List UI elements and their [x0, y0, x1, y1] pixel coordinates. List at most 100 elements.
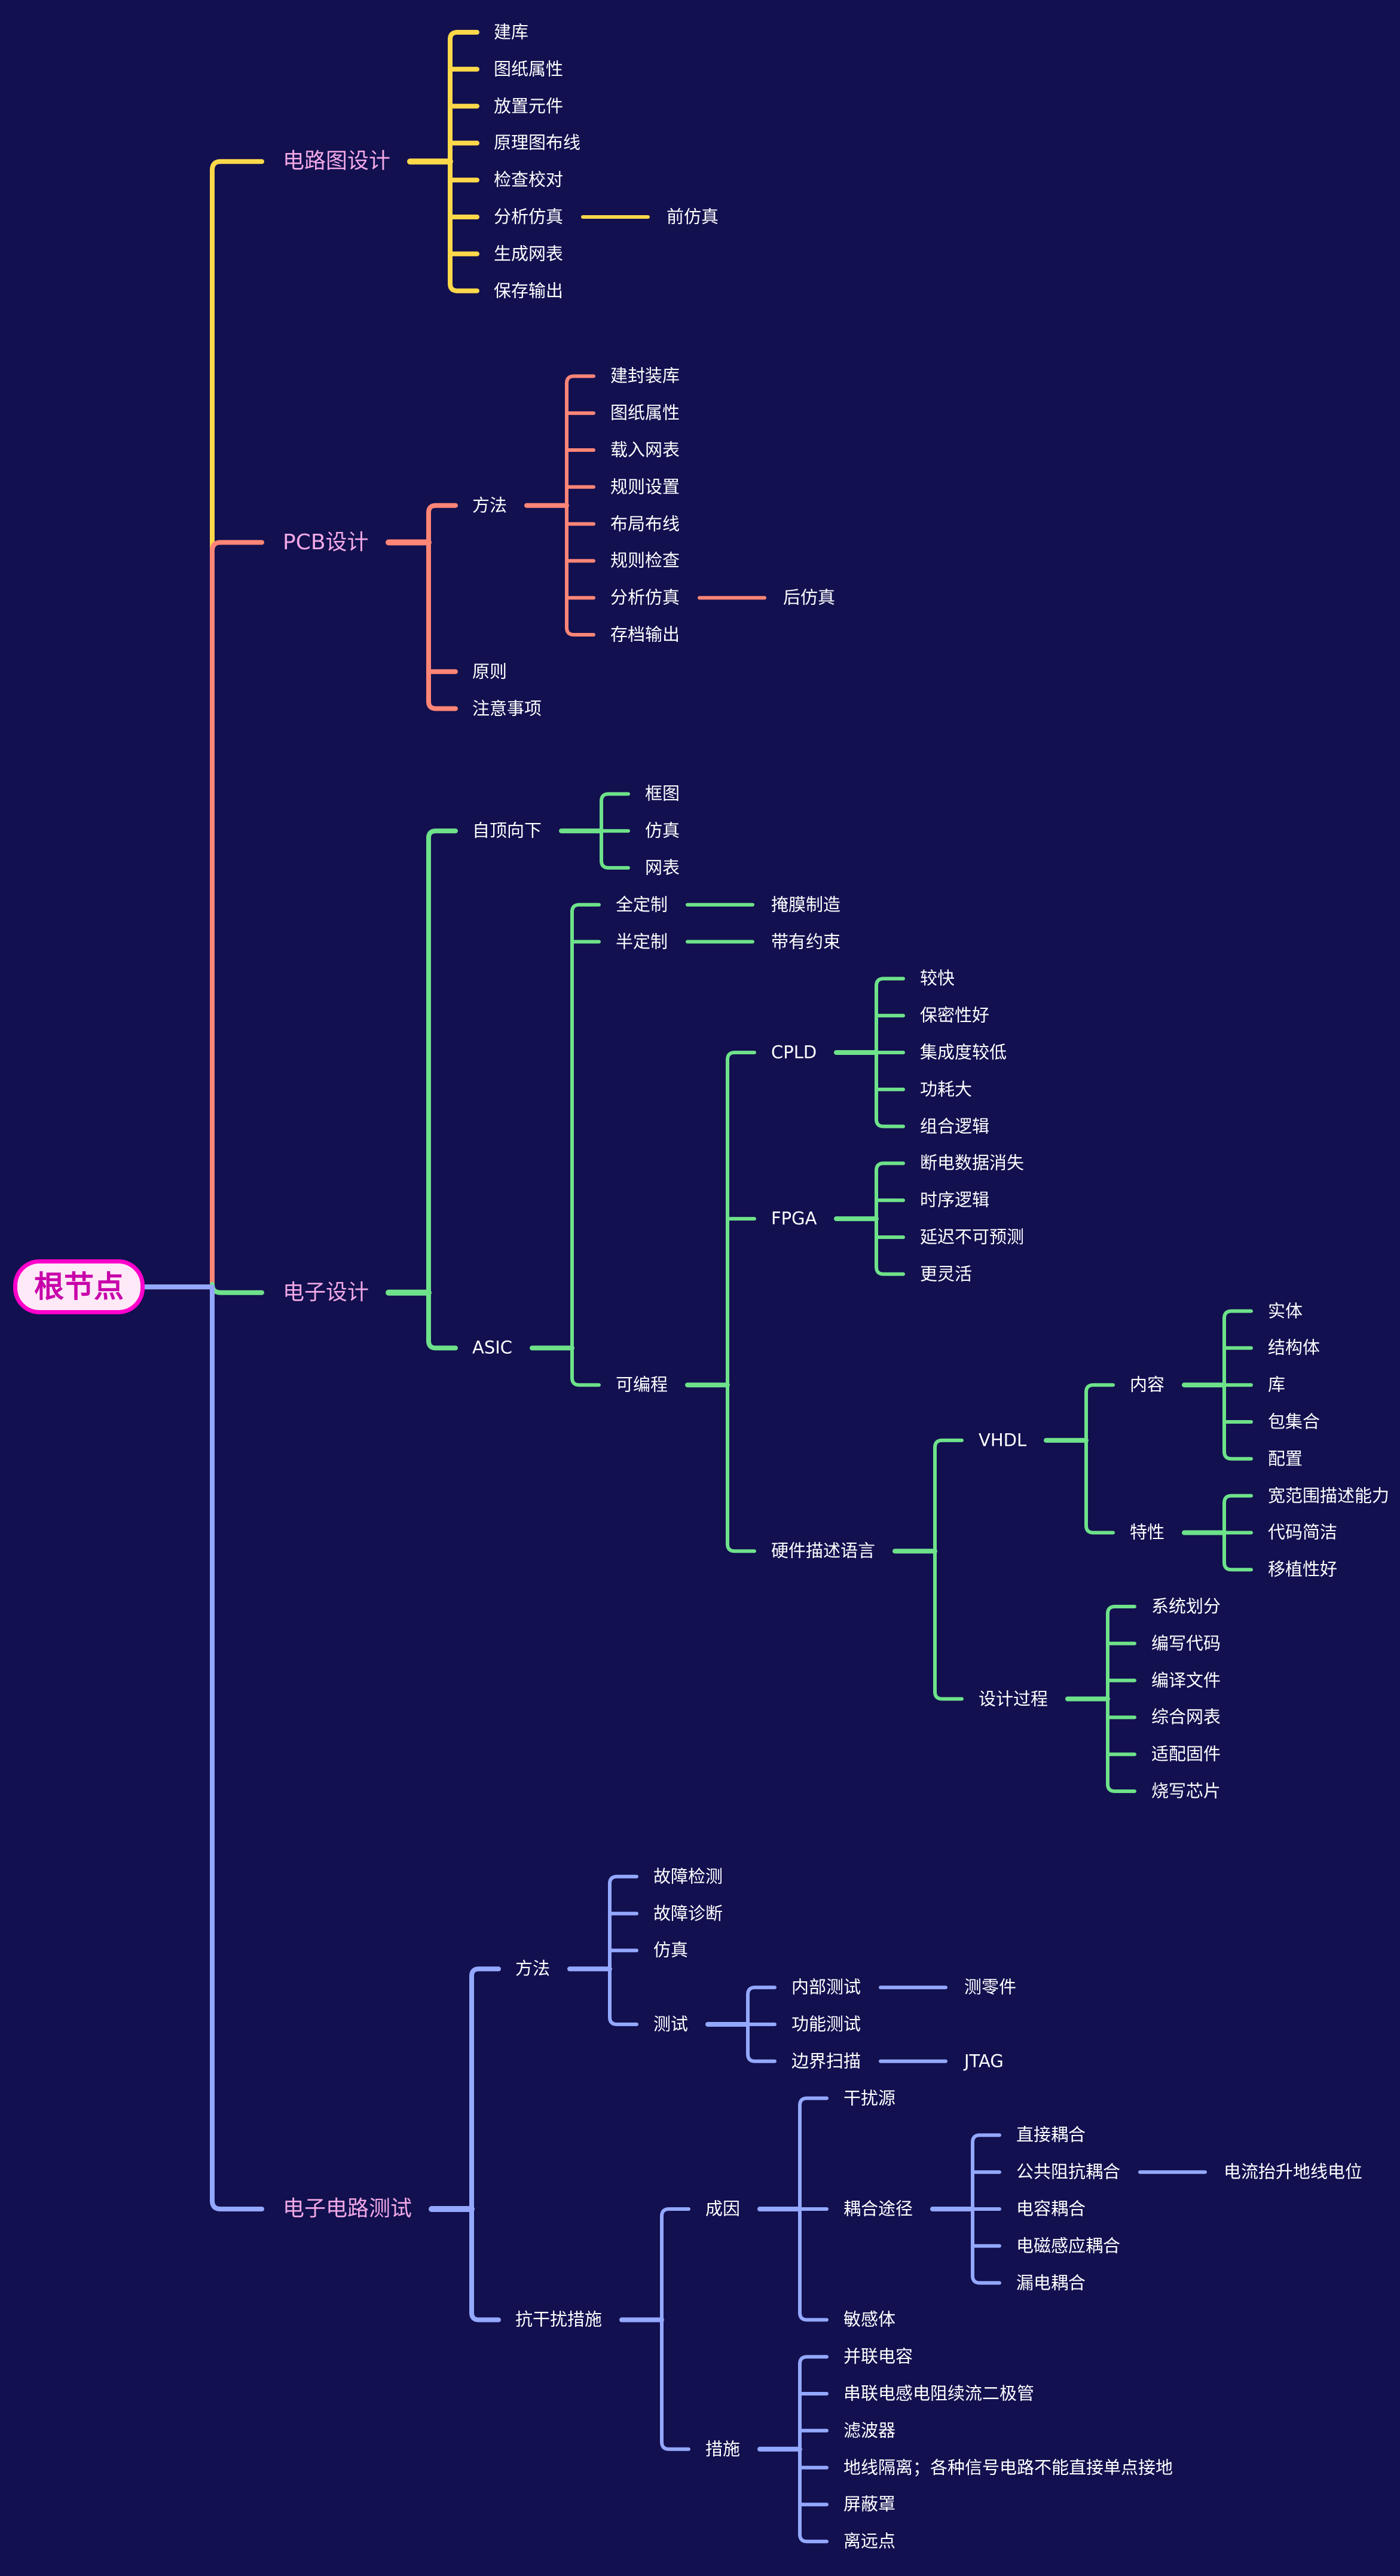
leaf-node[interactable]: 结构体: [1268, 1337, 1320, 1358]
leaf-node[interactable]: 功能测试: [791, 2014, 861, 2035]
leaf-node[interactable]: 布局布线: [610, 513, 680, 534]
leaf-node[interactable]: 串联电感电阻续流二极管: [843, 2383, 1035, 2404]
topic-node[interactable]: 设计过程: [979, 1688, 1049, 1709]
branch-node[interactable]: 电子设计: [283, 1280, 369, 1305]
topic-node[interactable]: 测试: [653, 2014, 689, 2035]
leaf-node[interactable]: 生成网表: [494, 243, 564, 264]
leaf-node[interactable]: 敏感体: [843, 2309, 896, 2330]
leaf-node[interactable]: 带有约束: [771, 931, 841, 952]
leaf-node[interactable]: 实体: [1268, 1301, 1303, 1321]
topic-node[interactable]: ASIC: [472, 1337, 513, 1358]
leaf-node[interactable]: 掩膜制造: [771, 894, 841, 915]
leaf-node[interactable]: 仿真: [653, 1939, 689, 1960]
leaf-node[interactable]: 更灵活: [920, 1263, 973, 1284]
leaf-node[interactable]: 放置元件: [494, 96, 564, 117]
topic-node[interactable]: 全定制: [616, 894, 668, 915]
leaf-node[interactable]: 规则检查: [610, 550, 680, 571]
topic-node[interactable]: 边界扫描: [791, 2051, 861, 2072]
leaf-node[interactable]: 包集合: [1268, 1411, 1320, 1432]
leaf-node[interactable]: 移植性好: [1268, 1559, 1338, 1580]
leaf-node[interactable]: 屏蔽罩: [843, 2494, 896, 2514]
leaf-node[interactable]: 组合逻辑: [920, 1116, 990, 1137]
leaf-node[interactable]: 电流抬升地线电位: [1224, 2161, 1363, 2182]
leaf-node[interactable]: 宽范围描述能力: [1268, 1485, 1390, 1506]
connector-line: [448, 281, 479, 293]
leaf-node[interactable]: 检查校对: [494, 169, 564, 190]
leaf-node[interactable]: 原理图布线: [494, 132, 581, 153]
leaf-node[interactable]: 功耗大: [920, 1079, 973, 1100]
leaf-node[interactable]: 后仿真: [783, 587, 836, 608]
leaf-node[interactable]: 地线隔离；各种信号电路不能直接单点接地: [843, 2457, 1173, 2478]
leaf-node[interactable]: 建封装库: [610, 365, 680, 386]
leaf-node[interactable]: 延迟不可预测: [920, 1226, 1025, 1247]
leaf-node[interactable]: 直接耦合: [1016, 2124, 1086, 2145]
topic-node[interactable]: 公共阻抗耦合: [1016, 2161, 1121, 2182]
leaf-node[interactable]: 集成度较低: [920, 1042, 1007, 1063]
topic-node[interactable]: 分析仿真: [494, 206, 564, 227]
leaf-node[interactable]: 编写代码: [1151, 1633, 1221, 1654]
leaf-node[interactable]: 并联电容: [843, 2346, 913, 2367]
leaf-node[interactable]: 较快: [920, 968, 955, 989]
connector-line: [1222, 1561, 1253, 1572]
leaf-node[interactable]: 保存输出: [494, 280, 564, 301]
topic-node[interactable]: 特性: [1130, 1522, 1165, 1543]
topic-node[interactable]: 硬件描述语言: [771, 1540, 876, 1561]
branch-node[interactable]: 电子电路测试: [283, 2196, 412, 2221]
leaf-node[interactable]: 存档输出: [610, 624, 680, 645]
leaf-node[interactable]: 漏电耦合: [1016, 2272, 1086, 2293]
leaf-node[interactable]: 规则设置: [610, 476, 680, 497]
topic-node[interactable]: 自顶向下: [472, 820, 542, 841]
topic-node[interactable]: 可编程: [616, 1374, 668, 1395]
root-node[interactable]: 根节点: [13, 1259, 145, 1315]
leaf-node[interactable]: 系统划分: [1151, 1596, 1221, 1617]
leaf-node[interactable]: 断电数据消失: [920, 1152, 1025, 1173]
leaf-node[interactable]: 离远点: [843, 2531, 896, 2551]
topic-node[interactable]: 耦合途径: [843, 2198, 913, 2219]
leaf-node[interactable]: 网表: [645, 857, 680, 878]
topic-node[interactable]: 方法: [472, 495, 508, 516]
leaf-node[interactable]: 保密性好: [920, 1005, 990, 1026]
branch-node[interactable]: 电路图设计: [283, 149, 391, 174]
leaf-node[interactable]: 注意事项: [472, 698, 542, 719]
leaf-node[interactable]: 故障诊断: [653, 1903, 723, 1924]
leaf-node[interactable]: 载入网表: [610, 439, 680, 460]
connector-line: [570, 1376, 601, 1387]
leaf-node[interactable]: JTAG: [964, 2051, 1004, 2072]
connector-line: [426, 699, 458, 711]
leaf-node[interactable]: 代码简洁: [1268, 1522, 1338, 1543]
leaf-node[interactable]: 库: [1268, 1374, 1286, 1395]
leaf-node[interactable]: 干扰源: [843, 2088, 896, 2109]
leaf-node[interactable]: 配置: [1268, 1448, 1303, 1469]
leaf-node[interactable]: 仿真: [645, 820, 680, 841]
leaf-node[interactable]: 电容耦合: [1016, 2198, 1086, 2219]
topic-node[interactable]: 半定制: [616, 931, 668, 952]
topic-node[interactable]: 成因: [705, 2198, 741, 2219]
connector-line: [1106, 1605, 1136, 1616]
connector-line: [971, 2133, 1001, 2144]
leaf-node[interactable]: 图纸属性: [494, 59, 564, 79]
leaf-node[interactable]: 建库: [494, 22, 529, 42]
leaf-node[interactable]: 框图: [645, 783, 680, 804]
branch-node[interactable]: PCB设计: [283, 530, 369, 555]
topic-node[interactable]: 抗干扰措施: [515, 2309, 603, 2330]
topic-node[interactable]: CPLD: [771, 1042, 817, 1063]
leaf-node[interactable]: 前仿真: [667, 206, 719, 227]
leaf-node[interactable]: 原则: [472, 661, 508, 682]
leaf-node[interactable]: 故障检测: [653, 1866, 723, 1887]
topic-node[interactable]: 分析仿真: [610, 587, 680, 608]
topic-node[interactable]: 方法: [515, 1958, 551, 1979]
leaf-node[interactable]: 适配固件: [1151, 1743, 1221, 1764]
leaf-node[interactable]: 测零件: [964, 1977, 1017, 1997]
topic-node[interactable]: 内部测试: [791, 1977, 861, 1997]
leaf-node[interactable]: 编译文件: [1151, 1670, 1221, 1691]
leaf-node[interactable]: 电磁感应耦合: [1016, 2235, 1121, 2256]
leaf-node[interactable]: 烧写芯片: [1151, 1780, 1221, 1801]
leaf-node[interactable]: 滤波器: [843, 2420, 896, 2441]
leaf-node[interactable]: 综合网表: [1151, 1706, 1221, 1727]
leaf-node[interactable]: 图纸属性: [610, 402, 680, 423]
topic-node[interactable]: VHDL: [979, 1430, 1027, 1451]
topic-node[interactable]: 措施: [705, 2439, 741, 2459]
topic-node[interactable]: 内容: [1130, 1374, 1165, 1395]
topic-node[interactable]: FPGA: [771, 1208, 817, 1229]
leaf-node[interactable]: 时序逻辑: [920, 1189, 990, 1210]
